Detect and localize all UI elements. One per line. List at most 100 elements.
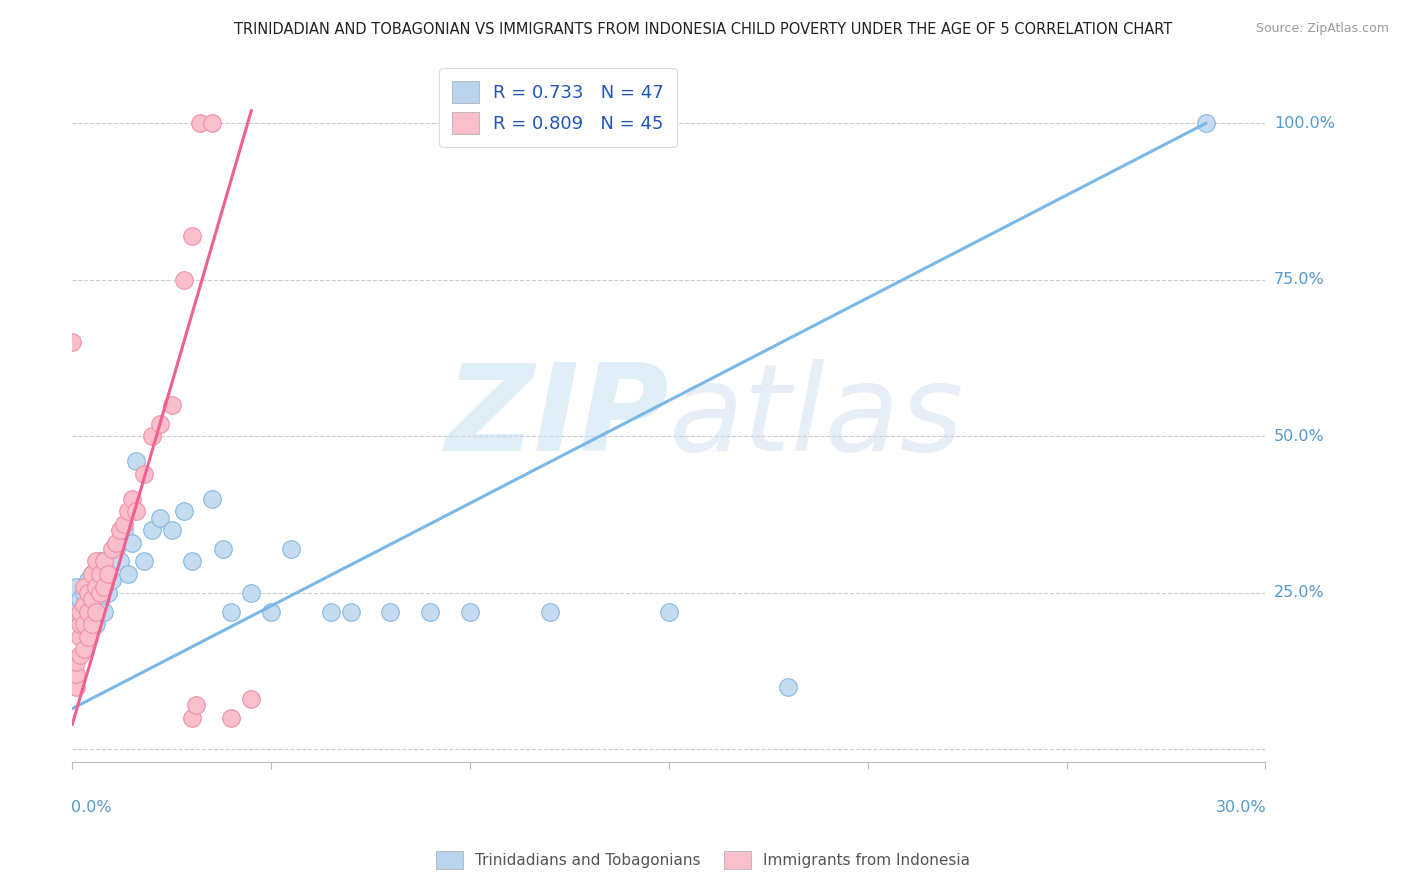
Point bbox=[117, 566, 139, 581]
Point bbox=[77, 605, 100, 619]
Point bbox=[69, 630, 91, 644]
Point bbox=[108, 554, 131, 568]
Text: Source: ZipAtlas.com: Source: ZipAtlas.com bbox=[1256, 22, 1389, 36]
Point bbox=[419, 605, 441, 619]
Point bbox=[82, 592, 104, 607]
Point bbox=[319, 605, 342, 619]
Point bbox=[89, 586, 111, 600]
Point bbox=[89, 554, 111, 568]
Point bbox=[149, 510, 172, 524]
Text: 50.0%: 50.0% bbox=[1274, 429, 1324, 444]
Point bbox=[117, 504, 139, 518]
Point bbox=[77, 605, 100, 619]
Point bbox=[73, 599, 96, 613]
Point bbox=[212, 541, 235, 556]
Point bbox=[69, 611, 91, 625]
Point bbox=[77, 624, 100, 638]
Text: 0.0%: 0.0% bbox=[72, 799, 111, 814]
Point bbox=[84, 580, 107, 594]
Point bbox=[97, 586, 120, 600]
Point bbox=[69, 592, 91, 607]
Point bbox=[65, 580, 87, 594]
Point bbox=[184, 698, 207, 713]
Point bbox=[221, 711, 243, 725]
Point bbox=[84, 605, 107, 619]
Point bbox=[108, 523, 131, 537]
Point bbox=[380, 605, 402, 619]
Point bbox=[89, 599, 111, 613]
Point bbox=[200, 491, 222, 506]
Point bbox=[77, 574, 100, 588]
Point bbox=[1195, 116, 1218, 130]
Legend: R = 0.733   N = 47, R = 0.809   N = 45: R = 0.733 N = 47, R = 0.809 N = 45 bbox=[439, 69, 676, 147]
Point bbox=[101, 574, 124, 588]
Point bbox=[141, 429, 163, 443]
Point bbox=[105, 535, 128, 549]
Point bbox=[93, 566, 115, 581]
Point bbox=[188, 116, 211, 130]
Point bbox=[173, 504, 195, 518]
Text: TRINIDADIAN AND TOBAGONIAN VS IMMIGRANTS FROM INDONESIA CHILD POVERTY UNDER THE : TRINIDADIAN AND TOBAGONIAN VS IMMIGRANTS… bbox=[233, 22, 1173, 37]
Text: 75.0%: 75.0% bbox=[1274, 272, 1324, 287]
Point bbox=[240, 586, 263, 600]
Point bbox=[69, 605, 91, 619]
Point bbox=[180, 554, 202, 568]
Point bbox=[84, 554, 107, 568]
Text: 30.0%: 30.0% bbox=[1216, 799, 1267, 814]
Point bbox=[132, 554, 155, 568]
Point bbox=[69, 648, 91, 663]
Point bbox=[77, 586, 100, 600]
Point bbox=[73, 617, 96, 632]
Point bbox=[89, 566, 111, 581]
Point bbox=[82, 611, 104, 625]
Point bbox=[200, 116, 222, 130]
Point bbox=[778, 680, 800, 694]
Point bbox=[180, 711, 202, 725]
Point bbox=[180, 229, 202, 244]
Point bbox=[658, 605, 681, 619]
Point bbox=[121, 491, 143, 506]
Point bbox=[73, 580, 96, 594]
Point bbox=[73, 617, 96, 632]
Point bbox=[173, 273, 195, 287]
Point bbox=[160, 523, 183, 537]
Point bbox=[112, 523, 135, 537]
Point bbox=[97, 566, 120, 581]
Point bbox=[77, 630, 100, 644]
Point bbox=[65, 655, 87, 669]
Text: ZIP: ZIP bbox=[446, 359, 669, 476]
Point bbox=[73, 642, 96, 657]
Point bbox=[538, 605, 561, 619]
Point bbox=[73, 586, 96, 600]
Point bbox=[160, 398, 183, 412]
Point bbox=[69, 617, 91, 632]
Point bbox=[82, 566, 104, 581]
Point bbox=[221, 605, 243, 619]
Point bbox=[82, 566, 104, 581]
Point bbox=[82, 617, 104, 632]
Point bbox=[339, 605, 361, 619]
Point bbox=[93, 554, 115, 568]
Point bbox=[73, 599, 96, 613]
Text: 25.0%: 25.0% bbox=[1274, 585, 1324, 600]
Point bbox=[65, 605, 87, 619]
Point bbox=[65, 667, 87, 681]
Point bbox=[141, 523, 163, 537]
Point bbox=[65, 680, 87, 694]
Point bbox=[105, 541, 128, 556]
Text: 100.0%: 100.0% bbox=[1274, 116, 1334, 131]
Point bbox=[458, 605, 481, 619]
Point bbox=[121, 535, 143, 549]
Point bbox=[84, 617, 107, 632]
Text: atlas: atlas bbox=[669, 359, 965, 476]
Point bbox=[125, 504, 148, 518]
Point bbox=[60, 335, 83, 350]
Point bbox=[101, 541, 124, 556]
Point bbox=[125, 454, 148, 468]
Legend: Trinidadians and Tobagonians, Immigrants from Indonesia: Trinidadians and Tobagonians, Immigrants… bbox=[429, 845, 977, 875]
Point bbox=[112, 516, 135, 531]
Point bbox=[240, 692, 263, 706]
Point bbox=[93, 580, 115, 594]
Point bbox=[260, 605, 283, 619]
Point bbox=[93, 605, 115, 619]
